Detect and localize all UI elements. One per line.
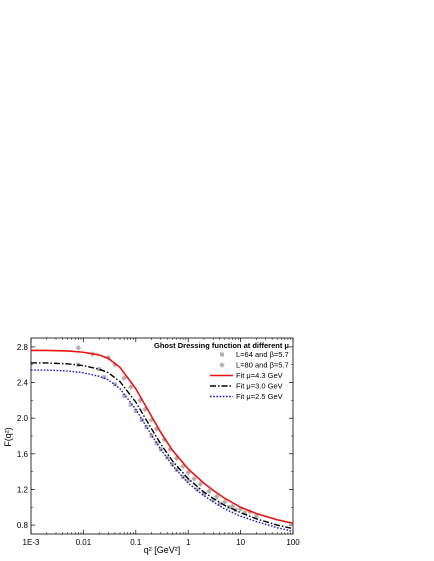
- legend-entry: Fit μ=3.0 GeV: [210, 382, 283, 391]
- data-point: [173, 455, 180, 462]
- data-point: [167, 446, 173, 453]
- data-point: [153, 426, 160, 432]
- data-point: [97, 367, 102, 372]
- legend-marker: [220, 352, 224, 357]
- legend-label: L=80 and β=5.7: [236, 361, 289, 370]
- data-point: [75, 345, 82, 351]
- x-tick-label: 1E-3: [23, 538, 40, 547]
- data-point: [254, 514, 259, 519]
- data-point: [211, 498, 216, 503]
- legend-label: Fit μ=4.3 GeV: [236, 371, 283, 380]
- data-point: [137, 397, 143, 404]
- legend-entry: Fit μ=2.5 GeV: [210, 392, 283, 401]
- legend-entry: L=80 and β=5.7: [219, 361, 289, 370]
- data-point: [222, 499, 228, 505]
- scatter-series: [75, 345, 253, 515]
- data-point: [158, 447, 163, 452]
- x-tick-label: 0.01: [76, 538, 92, 547]
- data-point: [161, 436, 168, 443]
- data-point: [197, 481, 204, 487]
- data-point: [170, 462, 175, 467]
- legend: Ghost Dressing function at different μL=…: [154, 341, 289, 401]
- y-axis-label: F(q²): [3, 427, 13, 447]
- data-series: [31, 345, 294, 533]
- legend-title: Ghost Dressing function at different μ: [154, 341, 289, 350]
- data-point: [127, 384, 134, 390]
- x-tick-label: 100: [286, 538, 300, 547]
- x-tick-label: 0.1: [130, 538, 142, 547]
- data-point: [185, 469, 191, 476]
- data-point: [217, 501, 222, 506]
- legend-marker: [219, 362, 225, 368]
- legend-label: Fit μ=2.5 GeV: [236, 392, 283, 401]
- y-tick-label: 2.8: [17, 343, 29, 352]
- data-point: [213, 493, 220, 500]
- x-tick-label: 10: [236, 538, 245, 547]
- y-tick-label: 2.4: [17, 379, 29, 388]
- data-point: [191, 475, 197, 482]
- data-point: [180, 463, 186, 470]
- data-point: [242, 510, 247, 515]
- legend-label: L=64 and β=5.7: [236, 350, 289, 359]
- y-tick-label: 1.2: [17, 485, 29, 494]
- data-point: [149, 434, 154, 438]
- legend-entry: Fit μ=4.3 GeV: [210, 371, 283, 380]
- scatter-series: [76, 362, 259, 519]
- data-point: [121, 375, 127, 381]
- legend-label: Fit μ=3.0 GeV: [236, 382, 283, 391]
- data-point: [195, 487, 200, 492]
- data-point: [133, 409, 138, 414]
- data-point: [201, 491, 206, 496]
- x-tick-label: 1: [186, 538, 191, 547]
- axis-ticks: 1E-3 0.01 0.1 1 10 100 0.8 1.2 1.6 2.0 2.4 2.8: [17, 338, 300, 547]
- data-point: [142, 406, 148, 413]
- data-point: [229, 503, 236, 510]
- data-point: [154, 441, 159, 446]
- data-point: [102, 375, 107, 380]
- data-point: [206, 488, 212, 495]
- y-tick-label: 0.8: [17, 521, 29, 530]
- data-point: [186, 478, 191, 483]
- x-axis-label: q² [GeV²]: [144, 545, 181, 555]
- y-tick-label: 1.6: [17, 450, 29, 459]
- data-point: [122, 393, 127, 398]
- data-point: [144, 425, 149, 430]
- fit-line: [31, 369, 294, 533]
- legend-entry: L=64 and β=5.7: [220, 350, 289, 359]
- y-tick-label: 2.0: [17, 414, 29, 423]
- fit-line: [31, 349, 294, 525]
- data-point: [128, 402, 133, 407]
